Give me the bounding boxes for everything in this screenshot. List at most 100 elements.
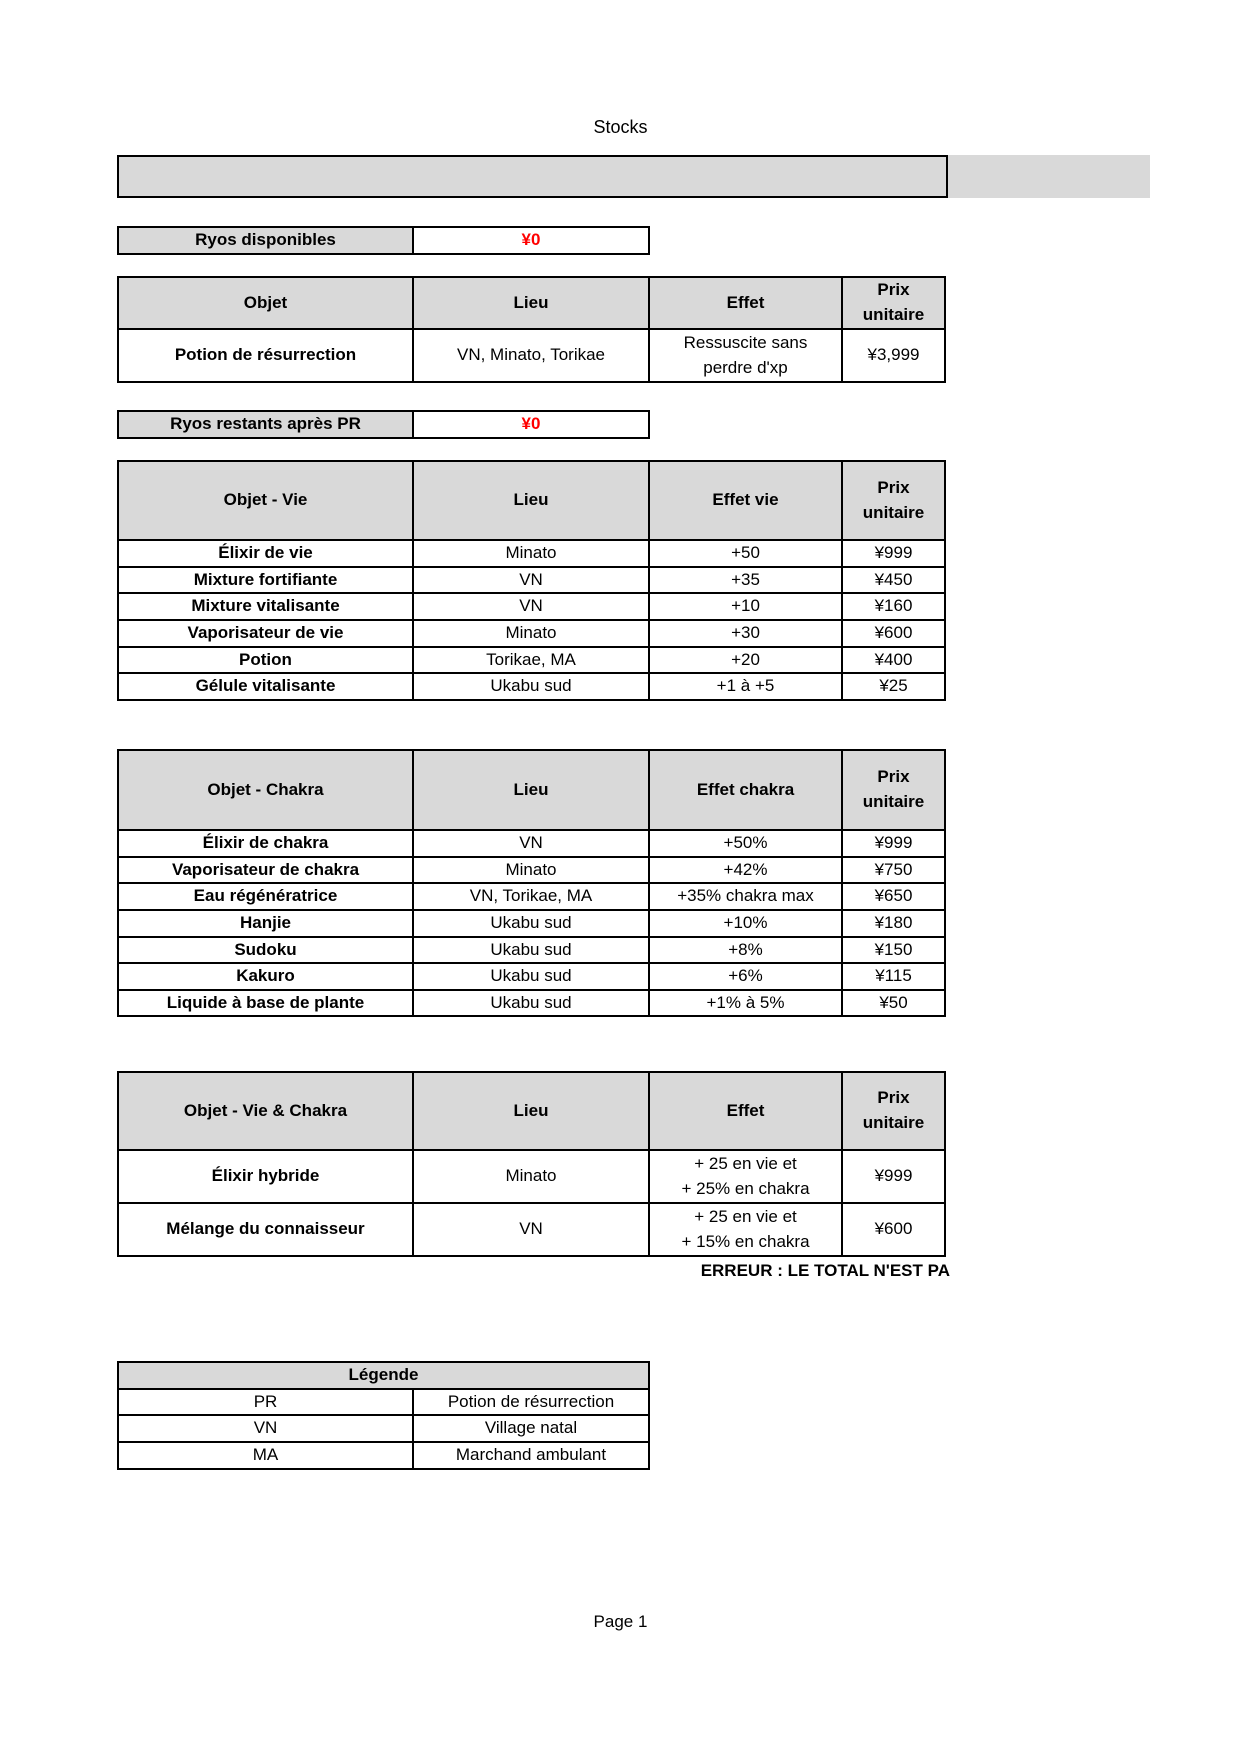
item-name-cell: Gélule vitalisante <box>117 672 414 701</box>
chakra-items-table: Objet - Chakra Lieu Effet chakra Prix un… <box>117 749 946 1018</box>
title-band-extension <box>948 155 1150 198</box>
location-cell: VN <box>412 829 650 858</box>
table-row: Vaporisateur de chakra Minato +42% ¥750 <box>117 855 946 885</box>
price-cell: ¥3,999 <box>841 328 946 383</box>
table-row: Eau régénératrice VN, Torikae, MA +35% c… <box>117 882 946 911</box>
location-cell: VN <box>412 565 650 595</box>
item-name-cell: Mélange du connaisseur <box>117 1202 414 1257</box>
location-cell: Ukabu sud <box>412 908 650 938</box>
abbreviation-cell: PR <box>117 1387 414 1417</box>
price-cell: ¥150 <box>841 935 946 965</box>
item-name-cell: Élixir de chakra <box>117 829 414 858</box>
legend-row: MA Marchand ambulant <box>117 1440 650 1470</box>
effect-cell: +50% <box>648 829 843 858</box>
location-cell: VN <box>412 1202 650 1257</box>
abbreviation-cell: VN <box>117 1414 414 1443</box>
price-cell: ¥115 <box>841 962 946 991</box>
table-row: Mixture vitalisante VN +10 ¥160 <box>117 592 946 621</box>
location-cell: Minato <box>412 539 650 568</box>
effect-cell: +1 à +5 <box>648 672 843 701</box>
effect-cell: Ressuscite sans perdre d'xp <box>648 328 843 383</box>
ryos-available-value: ¥0 <box>412 226 650 255</box>
location-cell: Minato <box>412 1149 650 1204</box>
item-name-cell: Hanjie <box>117 908 414 938</box>
price-cell: ¥600 <box>841 1202 946 1257</box>
table-row: Liquide à base de plante Ukabu sud +1% à… <box>117 988 946 1018</box>
ryos-remaining-label: Ryos restants après PR <box>117 410 414 439</box>
location-cell: Ukabu sud <box>412 988 650 1018</box>
table-header-row: Objet - Vie Lieu Effet vie Prix unitaire <box>117 460 946 541</box>
definition-cell: Village natal <box>412 1414 650 1443</box>
definition-cell: Potion de résurrection <box>412 1387 650 1417</box>
effect-cell: +10% <box>648 908 843 938</box>
item-name-cell: Mixture vitalisante <box>117 592 414 621</box>
table-header-row: Objet - Chakra Lieu Effet chakra Prix un… <box>117 749 946 831</box>
column-header-lieu: Lieu <box>412 276 650 330</box>
table-row: Mélange du connaisseur VN + 25 en vie et… <box>117 1202 946 1257</box>
price-cell: ¥999 <box>841 1149 946 1204</box>
table-row: Élixir hybride Minato + 25 en vie et + 2… <box>117 1149 946 1204</box>
table-header-row: Objet - Vie & Chakra Lieu Effet Prix uni… <box>117 1071 946 1151</box>
effect-cell: +20 <box>648 645 843 675</box>
effect-cell: + 25 en vie et + 15% en chakra <box>648 1202 843 1257</box>
price-cell: ¥600 <box>841 618 946 648</box>
ryos-remaining-value: ¥0 <box>412 410 650 439</box>
item-name-cell: Potion de résurrection <box>117 328 414 383</box>
effect-cell: +1% à 5% <box>648 988 843 1018</box>
table-row: Potion de résurrection VN, Minato, Torik… <box>117 328 946 383</box>
item-name-cell: Sudoku <box>117 935 414 965</box>
location-cell: VN, Minato, Torikae <box>412 328 650 383</box>
effect-cell: +42% <box>648 855 843 885</box>
effect-cell: +30 <box>648 618 843 648</box>
item-name-cell: Vaporisateur de chakra <box>117 855 414 885</box>
price-cell: ¥999 <box>841 829 946 858</box>
page-number: Page 1 <box>593 1612 648 1631</box>
title-band <box>117 155 948 198</box>
location-cell: VN <box>412 592 650 621</box>
effect-cell: +50 <box>648 539 843 568</box>
item-name-cell: Potion <box>117 645 414 675</box>
price-cell: ¥999 <box>841 539 946 568</box>
table-row: Hanjie Ukabu sud +10% ¥180 <box>117 908 946 938</box>
table-row: Kakuro Ukabu sud +6% ¥115 <box>117 962 946 991</box>
price-cell: ¥750 <box>841 855 946 885</box>
item-name-cell: Élixir de vie <box>117 539 414 568</box>
legend-table: Légende PR Potion de résurrection VN Vil… <box>117 1361 650 1470</box>
table-row: Élixir de chakra VN +50% ¥999 <box>117 829 946 858</box>
location-cell: Minato <box>412 855 650 885</box>
item-name-cell: Eau régénératrice <box>117 882 414 911</box>
price-cell: ¥25 <box>841 672 946 701</box>
item-name-cell: Liquide à base de plante <box>117 988 414 1018</box>
column-header-effet-vie: Effet vie <box>648 460 843 541</box>
life-items-table: Objet - Vie Lieu Effet vie Prix unitaire… <box>117 460 946 701</box>
column-header-lieu: Lieu <box>412 1071 650 1151</box>
effect-cell: +35 <box>648 565 843 595</box>
effect-cell: +35% chakra max <box>648 882 843 911</box>
column-header-lieu: Lieu <box>412 460 650 541</box>
legend-row: PR Potion de résurrection <box>117 1387 650 1417</box>
location-cell: Ukabu sud <box>412 962 650 991</box>
price-cell: ¥50 <box>841 988 946 1018</box>
column-header-objet-chakra: Objet - Chakra <box>117 749 414 831</box>
error-message: ERREUR : LE TOTAL N'EST PA <box>700 1261 950 1280</box>
hybrid-items-table: Objet - Vie & Chakra Lieu Effet Prix uni… <box>117 1071 946 1257</box>
location-cell: Torikae, MA <box>412 645 650 675</box>
column-header-effet-chakra: Effet chakra <box>648 749 843 831</box>
item-name-cell: Vaporisateur de vie <box>117 618 414 648</box>
location-cell: Ukabu sud <box>412 935 650 965</box>
legend-header-row: Légende <box>117 1361 650 1390</box>
table-row: Potion Torikae, MA +20 ¥400 <box>117 645 946 675</box>
price-cell: ¥450 <box>841 565 946 595</box>
definition-cell: Marchand ambulant <box>412 1440 650 1470</box>
column-header-prix: Prix unitaire <box>841 460 946 541</box>
price-cell: ¥400 <box>841 645 946 675</box>
item-name-cell: Kakuro <box>117 962 414 991</box>
effect-cell: + 25 en vie et + 25% en chakra <box>648 1149 843 1204</box>
location-cell: Minato <box>412 618 650 648</box>
item-name-cell: Mixture fortifiante <box>117 565 414 595</box>
table-row: Sudoku Ukabu sud +8% ¥150 <box>117 935 946 965</box>
column-header-objet: Objet <box>117 276 414 330</box>
table-row: Gélule vitalisante Ukabu sud +1 à +5 ¥25 <box>117 672 946 701</box>
column-header-effet: Effet <box>648 276 843 330</box>
